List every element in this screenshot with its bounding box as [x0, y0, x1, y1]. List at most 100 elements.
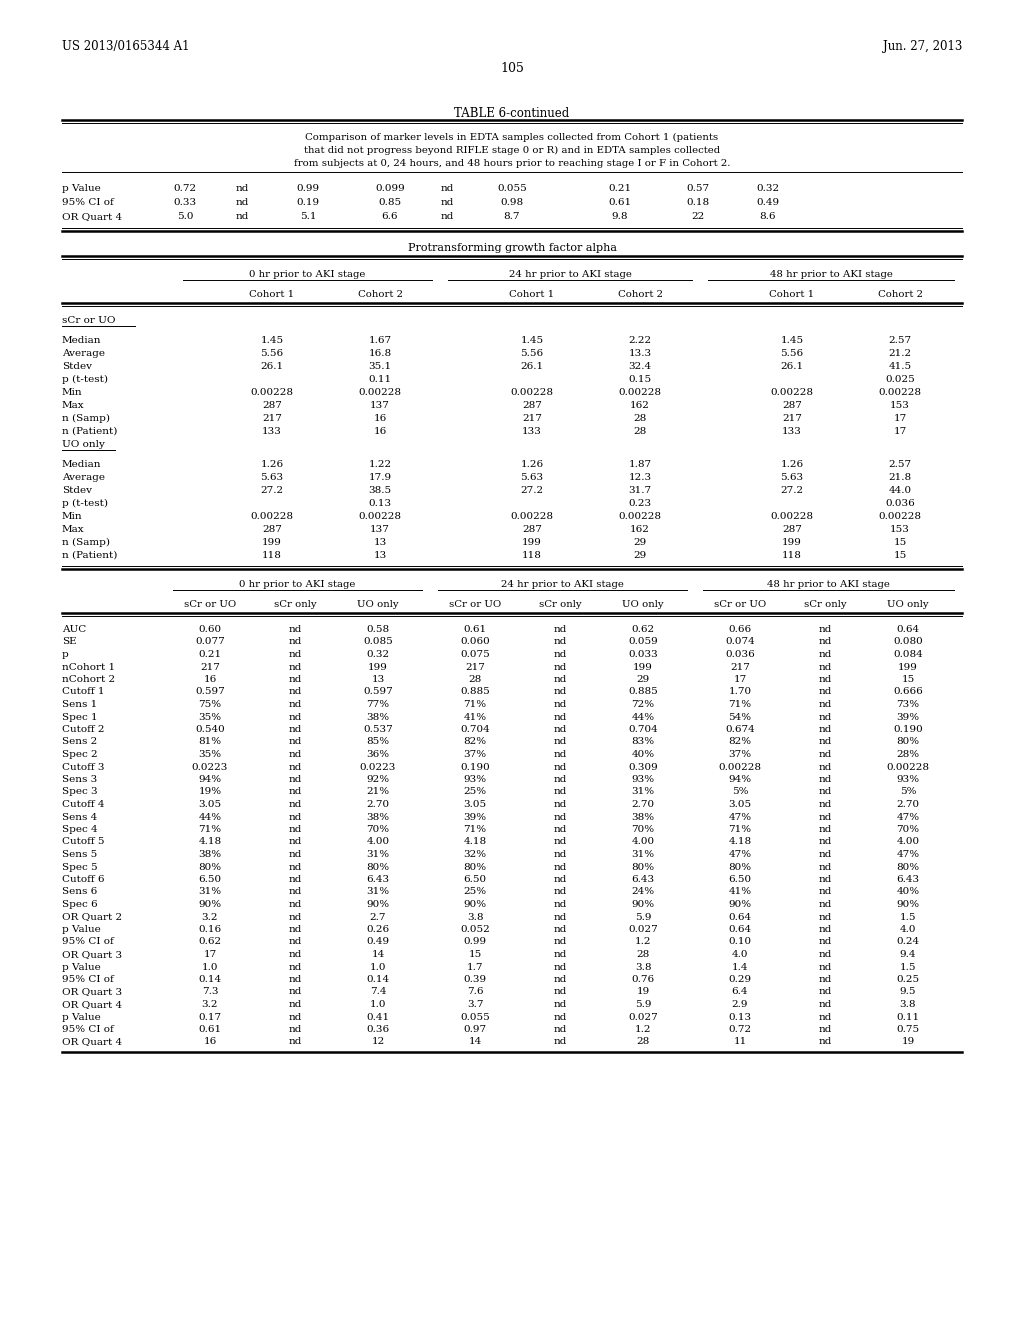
Text: nd: nd [553, 725, 566, 734]
Text: 199: 199 [782, 539, 802, 546]
Text: 0.62: 0.62 [199, 937, 221, 946]
Text: 90%: 90% [464, 900, 486, 909]
Text: nd: nd [553, 649, 566, 659]
Text: 0.084: 0.084 [893, 649, 923, 659]
Text: 4.18: 4.18 [199, 837, 221, 846]
Text: 1.0: 1.0 [370, 1001, 386, 1008]
Text: 13.3: 13.3 [629, 348, 651, 358]
Text: 21.2: 21.2 [889, 348, 911, 358]
Text: nd: nd [818, 850, 831, 859]
Text: nd: nd [818, 950, 831, 960]
Text: 287: 287 [522, 401, 542, 411]
Text: 0.64: 0.64 [728, 925, 752, 935]
Text: nd: nd [289, 912, 302, 921]
Text: Cohort 1: Cohort 1 [250, 290, 295, 300]
Text: 32.4: 32.4 [629, 362, 651, 371]
Text: Spec 1: Spec 1 [62, 713, 97, 722]
Text: 0.25: 0.25 [896, 975, 920, 983]
Text: 7.3: 7.3 [202, 987, 218, 997]
Text: nd: nd [818, 1026, 831, 1034]
Text: 70%: 70% [367, 825, 389, 834]
Text: 44%: 44% [199, 813, 221, 821]
Text: from subjects at 0, 24 hours, and 48 hours prior to reaching stage I or F in Coh: from subjects at 0, 24 hours, and 48 hou… [294, 158, 730, 168]
Text: 0.309: 0.309 [628, 763, 657, 771]
Text: nd: nd [289, 1038, 302, 1047]
Text: 93%: 93% [464, 775, 486, 784]
Text: 0.24: 0.24 [896, 937, 920, 946]
Text: Median: Median [62, 337, 101, 345]
Text: SE: SE [62, 638, 77, 647]
Text: 0.17: 0.17 [199, 1012, 221, 1022]
Text: 70%: 70% [632, 825, 654, 834]
Text: 217: 217 [200, 663, 220, 672]
Text: nd: nd [289, 1026, 302, 1034]
Text: 28: 28 [636, 1038, 649, 1047]
Text: 4.00: 4.00 [367, 837, 389, 846]
Text: 72%: 72% [632, 700, 654, 709]
Text: 0.13: 0.13 [369, 499, 391, 508]
Text: nd: nd [553, 663, 566, 672]
Text: 27.2: 27.2 [780, 486, 804, 495]
Text: 0 hr prior to AKI stage: 0 hr prior to AKI stage [249, 271, 366, 279]
Text: 0.75: 0.75 [896, 1026, 920, 1034]
Text: nd: nd [553, 862, 566, 871]
Text: 38%: 38% [367, 813, 389, 821]
Text: nd: nd [440, 213, 454, 220]
Text: 3.8: 3.8 [467, 912, 483, 921]
Text: Comparison of marker levels in EDTA samples collected from Cohort 1 (patients: Comparison of marker levels in EDTA samp… [305, 133, 719, 143]
Text: 0 hr prior to AKI stage: 0 hr prior to AKI stage [239, 579, 355, 589]
Text: 19%: 19% [199, 788, 221, 796]
Text: 94%: 94% [728, 775, 752, 784]
Text: nd: nd [818, 725, 831, 734]
Text: 0.16: 0.16 [199, 925, 221, 935]
Text: nd: nd [818, 912, 831, 921]
Text: nd: nd [818, 649, 831, 659]
Text: 0.190: 0.190 [893, 725, 923, 734]
Text: 31%: 31% [632, 788, 654, 796]
Text: 6.43: 6.43 [367, 875, 389, 884]
Text: 27.2: 27.2 [520, 486, 544, 495]
Text: 48 hr prior to AKI stage: 48 hr prior to AKI stage [767, 579, 890, 589]
Text: 0.036: 0.036 [885, 499, 914, 508]
Text: 80%: 80% [632, 862, 654, 871]
Text: 0.23: 0.23 [629, 499, 651, 508]
Text: 133: 133 [782, 426, 802, 436]
Text: nd: nd [289, 713, 302, 722]
Text: 0.666: 0.666 [893, 688, 923, 697]
Text: 199: 199 [368, 663, 388, 672]
Text: 95% CI of: 95% CI of [62, 975, 114, 983]
Text: n (Patient): n (Patient) [62, 426, 118, 436]
Text: 4.0: 4.0 [732, 950, 749, 960]
Text: 17: 17 [733, 675, 746, 684]
Text: 47%: 47% [728, 813, 752, 821]
Text: UO only: UO only [62, 440, 104, 449]
Text: nd: nd [289, 663, 302, 672]
Text: 2.22: 2.22 [629, 337, 651, 345]
Text: UO only: UO only [357, 601, 398, 609]
Text: 54%: 54% [728, 713, 752, 722]
Text: sCr or UO: sCr or UO [714, 601, 766, 609]
Text: nd: nd [818, 825, 831, 834]
Text: nd: nd [289, 975, 302, 983]
Text: 0.027: 0.027 [628, 1012, 657, 1022]
Text: 1.67: 1.67 [369, 337, 391, 345]
Text: 0.49: 0.49 [757, 198, 779, 207]
Text: 0.0223: 0.0223 [191, 763, 228, 771]
Text: Sens 4: Sens 4 [62, 813, 97, 821]
Text: 137: 137 [370, 401, 390, 411]
Text: 28: 28 [636, 950, 649, 960]
Text: 0.33: 0.33 [173, 198, 197, 207]
Text: 21%: 21% [367, 788, 389, 796]
Text: 0.00228: 0.00228 [719, 763, 762, 771]
Text: 1.2: 1.2 [635, 937, 651, 946]
Text: 3.05: 3.05 [728, 800, 752, 809]
Text: nd: nd [289, 750, 302, 759]
Text: 0.190: 0.190 [460, 763, 489, 771]
Text: 4.18: 4.18 [728, 837, 752, 846]
Text: 0.00228: 0.00228 [358, 512, 401, 521]
Text: nd: nd [553, 912, 566, 921]
Text: nd: nd [553, 700, 566, 709]
Text: Average: Average [62, 473, 105, 482]
Text: 44%: 44% [632, 713, 654, 722]
Text: 217: 217 [262, 414, 282, 422]
